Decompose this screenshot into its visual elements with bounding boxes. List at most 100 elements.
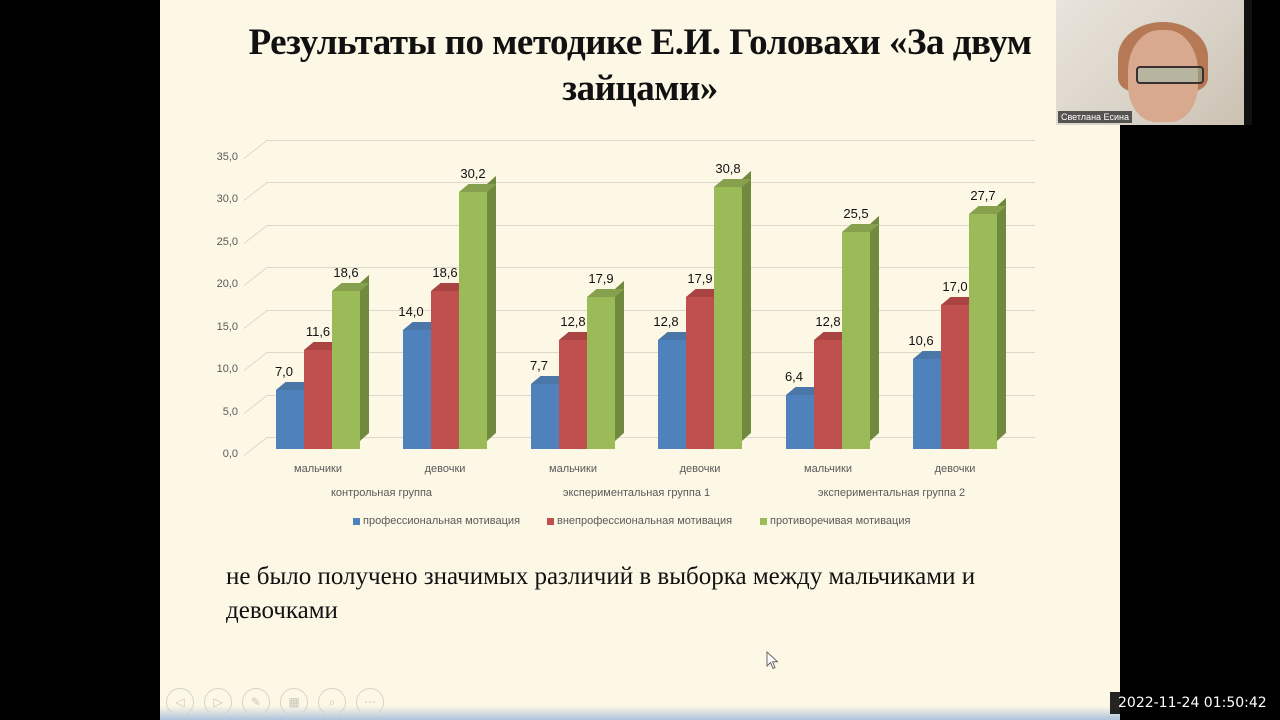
bar-value-label: 30,2 <box>460 166 486 182</box>
x-axis-group-label: контрольная группа <box>330 487 433 499</box>
legend-label: профессиональная мотивация <box>363 515 521 527</box>
gridline-depth <box>243 394 268 414</box>
bar-extraprofessional-motivation[interactable] <box>941 296 979 449</box>
bar-professional-motivation[interactable] <box>658 332 696 449</box>
bar-value-label: 25,5 <box>843 206 869 222</box>
x-axis-category-label: мальчики <box>549 463 597 475</box>
gridline <box>266 182 1035 183</box>
x-axis-category-label: мальчики <box>804 463 852 475</box>
gridline <box>266 437 1035 438</box>
bar-professional-motivation[interactable] <box>531 375 569 449</box>
bar-professional-motivation[interactable] <box>913 350 951 449</box>
slide-conclusion-text: не было получено значимых различий в выб… <box>226 563 976 624</box>
legend-swatch-icon <box>547 517 554 525</box>
participant-video-tile[interactable]: Светлана Есина <box>1056 0 1252 125</box>
pen-button[interactable]: ✎ <box>242 688 270 716</box>
participant-face <box>1128 30 1198 122</box>
legend-swatch-icon <box>760 517 767 525</box>
legend-label: противоречивая мотивация <box>770 515 911 527</box>
next-slide-button[interactable]: ▷ <box>204 688 232 716</box>
slides-overview-button[interactable]: ▦ <box>280 688 308 716</box>
slides-overview-icon: ▦ <box>288 695 300 709</box>
navbar-gradient <box>160 706 1120 720</box>
bar-value-label: 7,7 <box>529 357 549 373</box>
bar-value-label: 12,8 <box>815 314 841 330</box>
bar-professional-motivation[interactable] <box>786 386 824 449</box>
x-axis-category-label: девочки <box>424 463 466 475</box>
y-axis-tick-label: 30,0 <box>216 193 238 205</box>
participant-name-label: Светлана Есина <box>1058 111 1132 123</box>
bar-extraprofessional-motivation[interactable] <box>304 342 342 449</box>
next-slide-icon: ▷ <box>213 695 223 709</box>
bar-value-label: 17,9 <box>588 270 614 286</box>
x-axis-category-label: мальчики <box>294 463 342 475</box>
bar-contradictory-motivation[interactable] <box>459 176 497 449</box>
bar-value-label: 7,0 <box>274 363 294 379</box>
participant-glasses <box>1136 66 1204 84</box>
legend-item[interactable]: противоречивая мотивация <box>760 515 910 527</box>
slideshow-navigation-bar <box>160 680 1120 720</box>
gridline-depth <box>243 436 268 456</box>
bar-extraprofessional-motivation[interactable] <box>559 332 597 449</box>
bar-value-label: 27,7 <box>970 187 996 203</box>
bar-value-label: 30,8 <box>715 161 741 177</box>
bar-value-label: 12,8 <box>560 314 586 330</box>
previous-slide-icon: ◁ <box>175 695 185 709</box>
bar-value-label: 18,6 <box>432 264 458 280</box>
legend-item[interactable]: внепрофессиональная мотивация <box>547 515 732 527</box>
gridline-depth <box>243 266 268 286</box>
x-axis-category-label: девочки <box>934 463 976 475</box>
bar-contradictory-motivation[interactable] <box>587 280 625 449</box>
y-axis-tick-label: 5,0 <box>222 405 238 418</box>
y-axis-tick-label: 25,0 <box>216 235 238 248</box>
gridline-depth <box>243 224 268 244</box>
gridline <box>266 394 1035 396</box>
gridline <box>266 352 1035 353</box>
slide-title: Результаты по методике Е.И. Головахи «За… <box>160 20 1120 112</box>
zoom-button[interactable]: ⌕ <box>318 688 346 716</box>
bar-extraprofessional-motivation[interactable] <box>431 282 469 449</box>
pen-icon: ✎ <box>250 695 262 709</box>
x-axis-group-label: экспериментальная группа 2 <box>817 487 966 499</box>
gridline-depth <box>243 139 268 159</box>
slide-title-line-2: зайцами» <box>562 68 718 109</box>
y-axis-tick-label: 15,0 <box>216 320 238 333</box>
bar-contradictory-motivation[interactable] <box>842 216 880 449</box>
bar-professional-motivation[interactable] <box>276 381 314 449</box>
gridline <box>266 267 1035 268</box>
bar-extraprofessional-motivation[interactable] <box>686 288 724 449</box>
bar-contradictory-motivation[interactable] <box>714 171 752 449</box>
slide-title-line-1: Результаты по методике Е.И. Головахи «За… <box>248 22 1032 63</box>
bar-value-label: 12,8 <box>653 314 679 330</box>
bar-extraprofessional-motivation[interactable] <box>814 332 852 449</box>
legend-swatch-icon <box>353 517 360 525</box>
y-axis-tick-label: 10,0 <box>216 363 238 375</box>
bar-chart: 0,0 5,0 10,0 15,0 20,0 25,0 30,0 35,0 7,0 11,6 18,… <box>160 130 1120 540</box>
more-options-icon: ⋯ <box>364 695 376 709</box>
bar-value-label: 11,6 <box>305 324 331 340</box>
more-options-button[interactable]: ⋯ <box>356 688 384 716</box>
bar-value-label: 17,9 <box>687 270 713 286</box>
previous-slide-button[interactable]: ◁ <box>166 688 194 716</box>
bar-contradictory-motivation[interactable] <box>332 274 370 449</box>
recording-timestamp: 2022-11-24 01:50:42 <box>1110 692 1275 714</box>
bar-value-label: 17,0 <box>942 278 968 294</box>
bar-contradictory-motivation[interactable] <box>969 197 1007 449</box>
x-axis-category-label: девочки <box>679 463 721 475</box>
gridline-depth <box>243 181 268 201</box>
bar-value-label: 18,6 <box>333 264 359 280</box>
bar-value-label: 10,6 <box>908 332 934 348</box>
gridline <box>266 139 1035 141</box>
bar-professional-motivation[interactable] <box>403 322 441 449</box>
y-axis-tick-label: 20,0 <box>216 278 238 290</box>
gridline-depth <box>243 309 268 329</box>
video-edge <box>1244 0 1252 125</box>
zoom-icon: ⌕ <box>328 694 336 709</box>
gridline <box>266 309 1035 311</box>
y-axis-tick-label: 35,0 <box>216 150 238 163</box>
legend-label: внепрофессиональная мотивация <box>557 515 733 527</box>
legend-item[interactable]: профессиональная мотивация <box>353 515 520 527</box>
bar-value-label: 14,0 <box>398 304 424 319</box>
y-axis-tick-label: 0,0 <box>222 448 238 460</box>
x-axis-group-label: экспериментальная группа 1 <box>562 487 711 499</box>
